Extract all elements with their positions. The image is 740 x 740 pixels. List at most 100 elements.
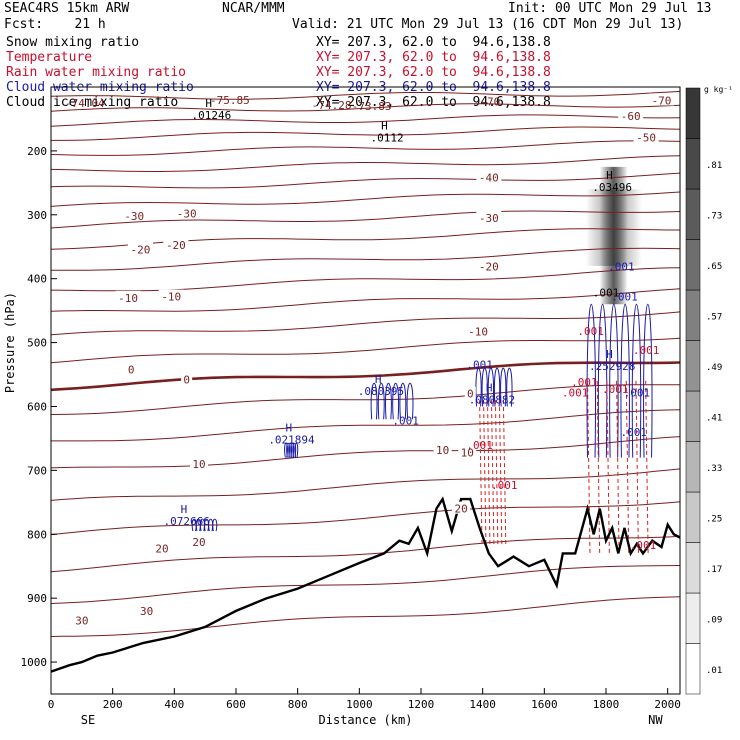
max-value-label: .080395 xyxy=(358,385,404,398)
extrema-label: -74.28 xyxy=(312,99,352,112)
colorbar-label: .49 xyxy=(706,363,722,373)
contour-label: .001 xyxy=(624,386,651,399)
cloud-water-contour xyxy=(609,304,619,458)
label-background xyxy=(452,501,471,514)
cloud-water-contour xyxy=(620,304,630,458)
y-tick-label: 700 xyxy=(27,464,47,477)
label-background xyxy=(127,242,153,255)
x-tick-label: 1200 xyxy=(408,698,435,711)
cloud-water-contour xyxy=(493,367,501,407)
label-background xyxy=(174,206,200,219)
label-background xyxy=(476,259,502,272)
contour-label: .001 xyxy=(466,358,493,371)
temperature-label: 10 xyxy=(461,446,474,459)
temperature-label: -60 xyxy=(621,110,641,123)
colorbar-label: .81 xyxy=(706,161,722,171)
colorbar-segment xyxy=(685,289,701,341)
x-tick-label: 1400 xyxy=(469,698,496,711)
cloud-water-contour xyxy=(481,367,488,407)
rain-contour xyxy=(606,380,610,554)
cloud-water-contour xyxy=(597,304,608,458)
temperature-label: 20 xyxy=(155,542,168,555)
cloud-water-contour xyxy=(406,383,414,420)
isotherm xyxy=(50,468,681,501)
contour-label: .001 xyxy=(630,539,657,552)
extrema-label: -73.83 xyxy=(352,100,392,113)
label-background xyxy=(433,442,452,455)
max-marker: H xyxy=(205,97,212,110)
colorbar-label: .25 xyxy=(706,514,722,524)
legend-field-label: Rain water mixing ratio xyxy=(6,65,187,80)
temperature-label: 30 xyxy=(140,605,153,618)
contour-label: .001 xyxy=(602,383,629,396)
label-background xyxy=(618,108,644,121)
max-value-label: .080882 xyxy=(469,393,515,406)
x-tick-label: 0 xyxy=(48,698,55,711)
colorbar-label: .41 xyxy=(706,413,722,423)
rain-contour xyxy=(625,380,630,554)
max-value-label: .021894 xyxy=(268,434,315,447)
rain-contour xyxy=(645,380,649,554)
isotherm xyxy=(50,228,680,250)
label-background xyxy=(476,170,502,183)
contour-label: .001 xyxy=(571,376,598,389)
colorbar-segment xyxy=(685,138,701,190)
left-endpoint-label: SE xyxy=(81,713,95,727)
temperature-label: -20 xyxy=(166,239,186,252)
colorbar-label: .01 xyxy=(706,666,722,676)
x-tick-label: 200 xyxy=(103,698,123,711)
contour-label: .001 xyxy=(608,261,635,274)
extrema-label: -70 xyxy=(480,96,500,109)
contour-label: .001 xyxy=(633,344,660,357)
temperature-label: -10 xyxy=(468,326,488,339)
rain-contour xyxy=(483,400,487,548)
isotherm-zero xyxy=(50,361,681,392)
y-axis-label: Pressure (hPa) xyxy=(3,292,17,393)
label-background xyxy=(190,534,208,547)
label-background xyxy=(121,209,147,222)
model-title: SEAC4RS 15km ARW xyxy=(4,1,130,16)
temperature-label: -10 xyxy=(161,291,181,304)
isotherm xyxy=(50,247,681,271)
temperature-label: -30 xyxy=(124,210,144,223)
temperature-label: -70 xyxy=(652,94,672,107)
x-tick-label: 1000 xyxy=(346,698,373,711)
contour-label: .001 xyxy=(392,415,419,428)
isotherm xyxy=(50,172,681,189)
isotherm xyxy=(51,126,681,141)
x-tick-label: 1800 xyxy=(593,698,620,711)
legend-field-xy: XY= 207.3, 62.0 to 94.6,138.8 xyxy=(316,50,551,65)
cloud-water-contour xyxy=(212,518,218,532)
y-tick-label: 900 xyxy=(27,592,47,605)
temperature-label: 0 xyxy=(128,363,135,376)
isotherm xyxy=(50,267,681,292)
contour-label: .001 xyxy=(621,426,648,439)
temperature-label: -30 xyxy=(479,212,499,225)
right-endpoint-label: NW xyxy=(648,713,663,727)
cloud-water-contour xyxy=(294,442,299,458)
cloud-water-contour xyxy=(392,383,400,420)
label-background xyxy=(465,324,491,337)
colorbar-segment xyxy=(685,87,701,139)
isotherm xyxy=(50,103,681,112)
forecast-hour: Fcst: 21 h xyxy=(4,17,106,32)
temperature-label: 10 xyxy=(436,444,449,457)
contour-label: .001 xyxy=(466,439,493,452)
colorbar-label: .65 xyxy=(706,262,722,272)
temperature-label: 20 xyxy=(192,536,205,549)
temperature-label: 10 xyxy=(192,458,205,471)
label-background xyxy=(158,289,184,302)
rain-contour xyxy=(587,380,591,554)
extrema-label: -74.04 xyxy=(65,97,105,110)
cloud-water-contour xyxy=(631,304,642,458)
colorbar-segment xyxy=(685,491,701,543)
colorbar-label: .73 xyxy=(706,211,722,221)
x-axis-label: Distance (km) xyxy=(319,713,413,727)
rain-contour xyxy=(635,380,639,554)
cloud-water-contour xyxy=(487,367,494,407)
max-marker: H xyxy=(606,348,613,361)
x-tick-label: 1600 xyxy=(531,698,558,711)
max-value-label: .0112 xyxy=(371,131,404,144)
label-background xyxy=(464,386,476,399)
